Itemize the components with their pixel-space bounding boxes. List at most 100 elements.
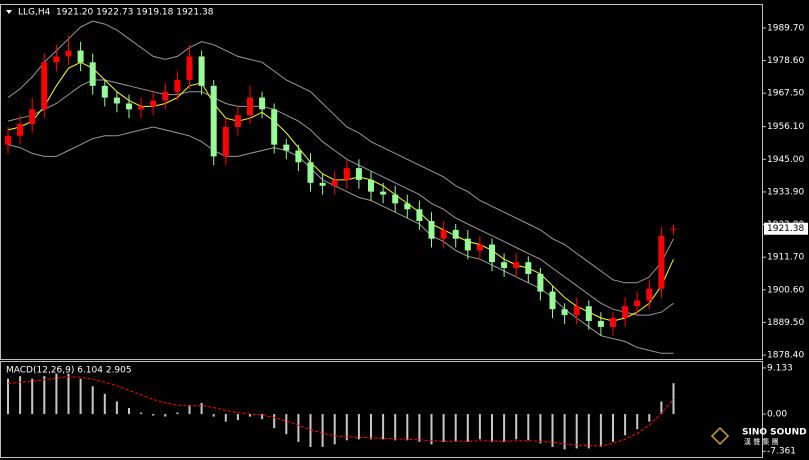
candle-body <box>610 318 616 327</box>
candle-body <box>585 306 592 321</box>
macd-bar <box>236 414 239 421</box>
y-tick-label: 1933.90 <box>767 187 804 197</box>
macd-bar <box>103 393 106 415</box>
macd-bar <box>7 378 9 415</box>
macd-bar <box>672 383 675 415</box>
indicator-title: MACD(12,26,9) 6.104 2.905 <box>6 366 132 376</box>
y-tick-label: 1956.10 <box>767 122 804 132</box>
candle-body <box>670 228 677 230</box>
macd-bar <box>333 414 336 445</box>
candle-body <box>271 109 278 145</box>
macd-bar <box>648 414 651 422</box>
candle-body <box>5 135 11 145</box>
y-tick-label: 1889.50 <box>767 318 804 328</box>
y-tick-label: 1989.70 <box>767 23 804 33</box>
macd-bar <box>188 404 191 415</box>
candle-body <box>440 229 447 239</box>
candle-body <box>295 150 302 163</box>
candle-body <box>489 244 495 263</box>
macd-bar <box>115 401 118 415</box>
y-tick-label: 1945.00 <box>767 155 804 165</box>
bollinger-upper <box>7 20 674 284</box>
y-tick-label: 9.133 <box>767 363 793 373</box>
candle-body <box>622 306 629 319</box>
signal-line <box>7 376 674 447</box>
macd-bar <box>636 414 639 430</box>
macd-bar <box>31 378 34 415</box>
candle-body <box>428 221 435 239</box>
candle-body <box>573 306 580 316</box>
macd-bar <box>176 412 179 415</box>
macd-bar <box>261 414 264 420</box>
current-price-box <box>764 222 808 235</box>
macd-bar <box>612 414 614 442</box>
macd-bar <box>539 414 542 444</box>
candle-body <box>658 235 665 289</box>
candle-body <box>452 229 459 239</box>
current-price-label: 1921.38 <box>767 224 804 234</box>
candle-body <box>464 238 471 251</box>
macd-bar <box>297 414 300 442</box>
macd-bar <box>79 378 82 415</box>
macd-bar <box>418 414 421 442</box>
macd-bar <box>503 414 506 442</box>
candle-body <box>53 56 60 63</box>
candle-body <box>65 50 72 57</box>
macd-bar <box>212 414 215 417</box>
y-tick-label: -7.361 <box>767 447 796 457</box>
macd-bar <box>660 401 663 415</box>
macd-bar <box>273 414 276 429</box>
macd-bar <box>466 414 469 442</box>
candle-body <box>234 115 241 127</box>
candle-body <box>186 56 193 80</box>
candle-body <box>77 50 84 63</box>
logo-icon <box>710 426 730 446</box>
candle-body <box>392 194 399 204</box>
candle-body <box>513 262 520 269</box>
candle-body <box>319 182 326 186</box>
candle-body <box>150 100 157 107</box>
logo-subtitle: 漢 聲 集 團 <box>744 437 779 446</box>
chart-title: LLG,H4 <box>18 8 51 18</box>
macd-bar <box>575 414 578 449</box>
candle-body <box>380 191 387 195</box>
macd-bar <box>515 414 518 440</box>
candle-body <box>476 244 483 251</box>
macd-bar <box>152 414 155 416</box>
macd-bar <box>527 414 530 441</box>
candle-body <box>525 262 532 274</box>
y-tick-label: 1878.40 <box>767 351 804 361</box>
candle-body <box>247 97 253 116</box>
candle-body <box>89 62 96 86</box>
candle-body <box>101 85 108 98</box>
candle-body <box>283 144 290 151</box>
macd-bar <box>309 414 312 447</box>
candle-body <box>259 97 266 110</box>
logo-name: SINO SOUND <box>742 428 807 438</box>
candle-body <box>404 203 411 210</box>
macd-bar <box>285 414 288 435</box>
macd-bar <box>491 414 493 442</box>
candle-body <box>138 106 145 110</box>
macd-bar <box>442 414 445 442</box>
candle-body <box>343 168 350 180</box>
candle-body <box>646 288 653 301</box>
candle-body <box>41 62 48 110</box>
macd-bar <box>91 386 94 415</box>
macd-bar <box>55 373 58 415</box>
candle-body <box>537 273 544 292</box>
candle-body <box>174 79 181 92</box>
macd-bar <box>370 414 372 440</box>
y-tick-label: 1900.60 <box>767 285 804 295</box>
macd-bar <box>382 414 385 440</box>
macd-bar <box>357 414 360 440</box>
candle-body <box>113 97 120 104</box>
macd-bar <box>200 402 203 415</box>
main-pane <box>5 20 677 354</box>
candle-body <box>501 262 508 269</box>
dropdown-icon[interactable] <box>6 10 12 14</box>
ohlc-readout: 1921.20 1922.73 1919.18 1921.38 <box>56 8 214 18</box>
y-tick-label: 1911.70 <box>767 253 804 263</box>
candle-body <box>561 309 568 316</box>
macd-bar <box>454 414 457 442</box>
